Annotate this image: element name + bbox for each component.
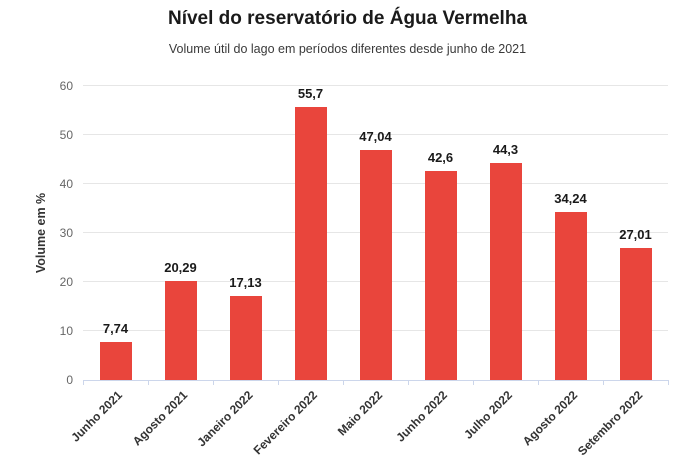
x-axis-tick bbox=[148, 380, 149, 385]
bar-value-label: 7,74 bbox=[102, 321, 129, 337]
x-axis-tick bbox=[83, 380, 84, 385]
bar[interactable] bbox=[294, 107, 327, 380]
bar-value-label: 17,13 bbox=[229, 275, 262, 291]
bar[interactable] bbox=[554, 212, 587, 380]
bar-value-label: 34,24 bbox=[554, 191, 587, 207]
x-axis-tick bbox=[213, 380, 214, 385]
bar[interactable] bbox=[619, 247, 652, 380]
chart-subtitle: Volume útil do lago em períodos diferent… bbox=[168, 42, 527, 56]
bar-value-label: 20,29 bbox=[164, 259, 197, 275]
gridline bbox=[83, 134, 668, 135]
bar[interactable] bbox=[99, 342, 132, 380]
x-tick-label-text: Agosto 2021 bbox=[130, 388, 191, 449]
x-axis-tick bbox=[473, 380, 474, 385]
x-axis-tick bbox=[603, 380, 604, 385]
x-axis-tick bbox=[343, 380, 344, 385]
x-axis-tick bbox=[538, 380, 539, 385]
x-tick-label-text: Julho 2022 bbox=[461, 388, 516, 442]
bar-value-label: 27,01 bbox=[619, 226, 652, 242]
x-tick-label-text: Agosto 2022 bbox=[520, 388, 581, 449]
chart-title: Nível do reservatório de Água Vermelha bbox=[167, 8, 528, 29]
gridline bbox=[83, 85, 668, 86]
y-tick-label: 40 bbox=[59, 177, 73, 191]
x-tick-label-text: Fevereiro 2022 bbox=[251, 388, 321, 458]
x-axis-tick bbox=[278, 380, 279, 385]
bar[interactable] bbox=[359, 149, 392, 380]
y-tick-label: 20 bbox=[59, 275, 73, 289]
x-axis-tick bbox=[668, 380, 669, 385]
x-tick-label-text: Setembro 2022 bbox=[575, 388, 646, 459]
bar[interactable] bbox=[424, 171, 457, 380]
y-tick-label: 0 bbox=[66, 373, 73, 387]
bar[interactable] bbox=[489, 162, 522, 380]
bar[interactable] bbox=[229, 296, 262, 380]
y-tick-label: 60 bbox=[59, 79, 73, 93]
y-tick-label: 30 bbox=[59, 226, 73, 240]
bar-value-label: 55,7 bbox=[297, 86, 324, 102]
y-tick-label: 10 bbox=[59, 324, 73, 338]
plot-area: 7,74 Junho 2021 20,29 Agosto 2021 17,13 Janei… bbox=[69, 85, 669, 458]
x-tick-label-text: Junho 2021 bbox=[68, 388, 126, 445]
x-tick-label-text: Junho 2022 bbox=[393, 388, 451, 445]
x-tick-label-text: Maio 2022 bbox=[334, 388, 386, 439]
bar-value-label: 47,04 bbox=[359, 128, 392, 144]
y-tick-label: 50 bbox=[59, 128, 73, 142]
x-tick-label-text: Janeiro 2022 bbox=[194, 388, 256, 450]
bar-value-label: 42,6 bbox=[427, 150, 454, 166]
x-axis-tick bbox=[408, 380, 409, 385]
bar-value-label: 44,3 bbox=[492, 141, 519, 157]
bar[interactable] bbox=[164, 280, 197, 380]
